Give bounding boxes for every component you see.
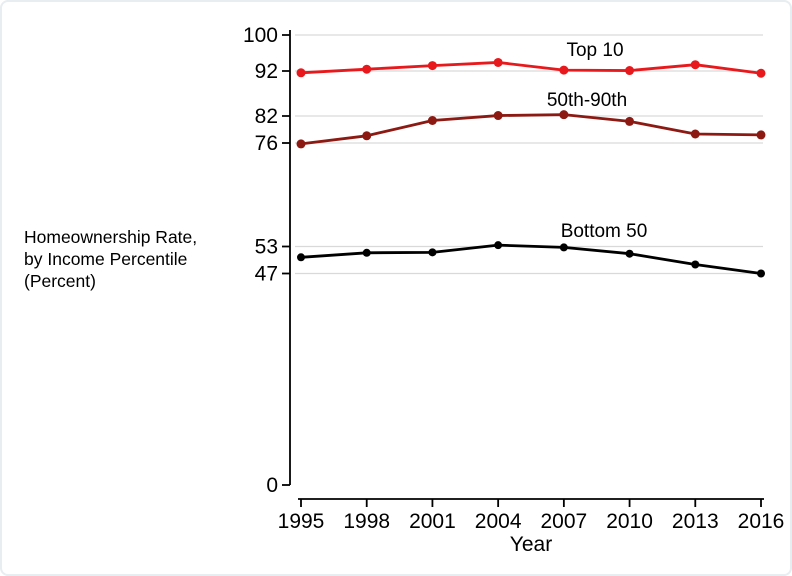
series-marker-top-10 xyxy=(362,64,372,74)
series-marker-top-10 xyxy=(296,68,306,78)
x-tick-label: 2007 xyxy=(540,510,587,533)
series-label-50th-90th: 50th-90th xyxy=(547,90,627,111)
y-tick-label: 53 xyxy=(255,236,278,259)
series-marker-bottom-50 xyxy=(297,253,305,262)
y-tick-label: 76 xyxy=(255,132,278,155)
series-marker-bottom-50 xyxy=(757,269,765,278)
series-line-bottom-50 xyxy=(300,243,762,275)
x-tick-label: 2004 xyxy=(475,510,522,533)
series-marker-50th-90th xyxy=(625,116,635,126)
series-marker-top-10 xyxy=(690,60,700,70)
series-marker-top-10 xyxy=(427,61,437,71)
series-marker-top-10 xyxy=(493,57,503,67)
y-axis-title-line: (Percent) xyxy=(24,271,96,291)
x-axis-title: Year xyxy=(510,533,552,556)
series-marker-bottom-50 xyxy=(559,243,568,252)
y-axis-title-line: by Income Percentile xyxy=(24,249,188,269)
x-tick-label: 2001 xyxy=(409,510,456,533)
series-marker-bottom-50 xyxy=(362,248,371,257)
series-marker-top-10 xyxy=(559,65,569,75)
series-marker-bottom-50 xyxy=(494,241,503,250)
series-label-bottom-50: Bottom 50 xyxy=(561,221,648,242)
series-marker-50th-90th xyxy=(559,110,569,120)
series-marker-bottom-50 xyxy=(428,248,437,257)
series-marker-bottom-50 xyxy=(625,249,634,258)
y-tick-label: 0 xyxy=(266,474,278,497)
x-tick-label: 2016 xyxy=(738,510,785,533)
y-tick-label: 92 xyxy=(255,60,278,83)
series-marker-50th-90th xyxy=(362,131,372,141)
series-line-50th-90th xyxy=(300,113,762,146)
series-marker-50th-90th xyxy=(756,130,766,140)
series-marker-top-10 xyxy=(625,66,635,76)
x-tick-label: 2010 xyxy=(606,510,653,533)
series-label-top-10: Top 10 xyxy=(566,40,623,61)
x-tick-label: 2013 xyxy=(672,510,719,533)
series-marker-50th-90th xyxy=(690,129,700,139)
y-axis-title-line: Homeownership Rate, xyxy=(24,227,198,247)
y-tick-label: 100 xyxy=(243,24,278,47)
series-marker-top-10 xyxy=(756,68,766,78)
series-line-top-10 xyxy=(300,61,762,75)
y-tick-label: 82 xyxy=(255,105,278,128)
series-marker-50th-90th xyxy=(427,116,437,125)
y-axis-title: Homeownership Rate, by Income Percentile… xyxy=(24,226,197,292)
series-marker-bottom-50 xyxy=(691,260,700,269)
x-tick-label: 1998 xyxy=(343,510,390,533)
series-marker-50th-90th xyxy=(493,111,503,121)
series-marker-50th-90th xyxy=(296,139,306,149)
y-tick-label: 47 xyxy=(255,263,278,286)
x-tick-label: 1995 xyxy=(278,510,325,533)
